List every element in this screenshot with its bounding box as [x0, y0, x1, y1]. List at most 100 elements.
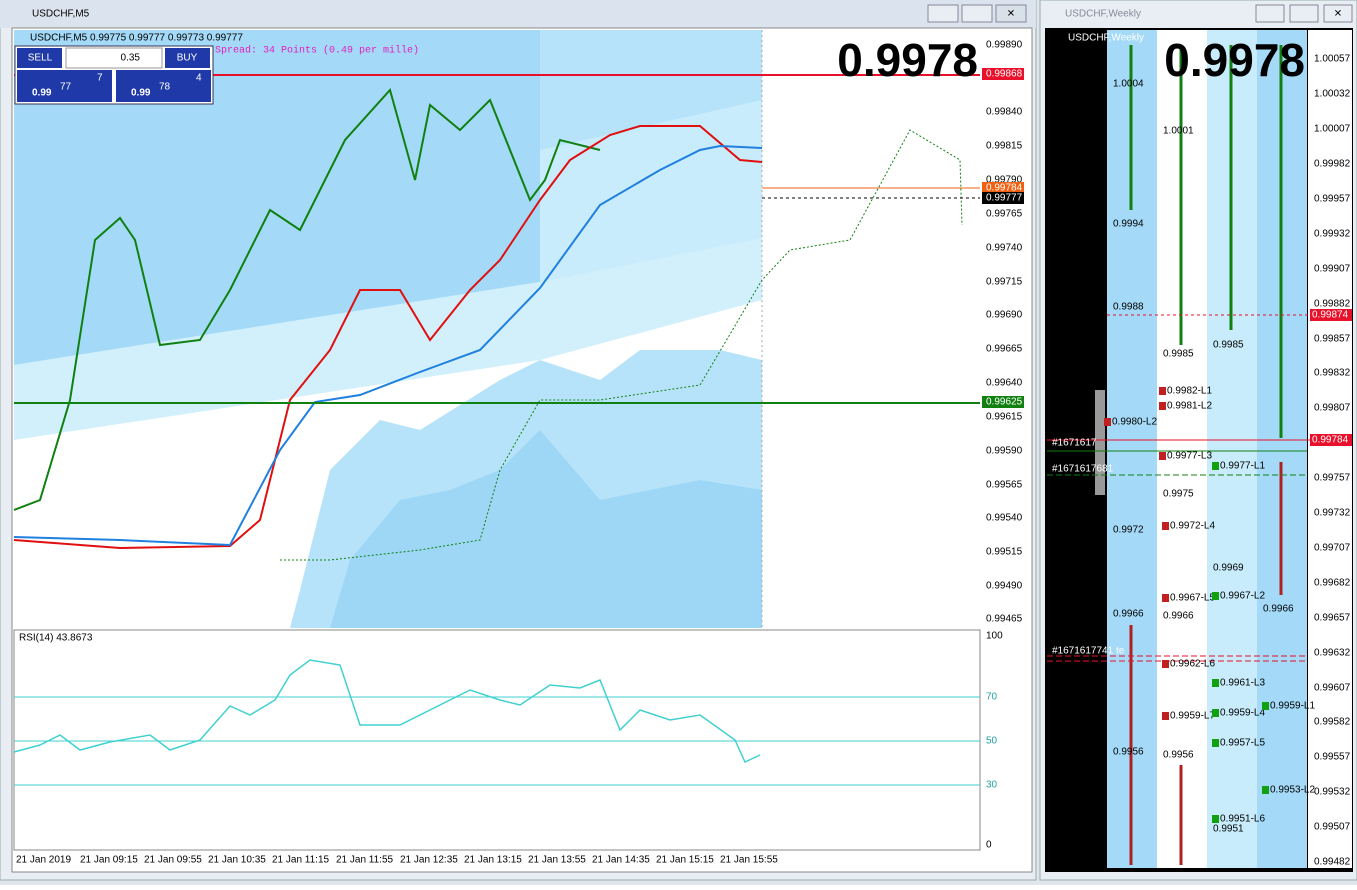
window-title: USDCHF,M5 — [32, 9, 90, 20]
price-marker — [982, 192, 1024, 204]
level-label: 1.0004 — [1113, 79, 1144, 90]
price-prefix: 0.99 — [32, 88, 52, 99]
spread: Spread: 34 Points (0.49 per mille) — [215, 45, 419, 57]
price-marker — [1310, 309, 1352, 321]
level-marker — [1159, 387, 1166, 395]
level-label: 1.0001 — [1163, 126, 1194, 137]
window-title: USDCHF,Weekly — [1065, 9, 1141, 20]
level-label: 0.9962-L6 — [1170, 659, 1215, 670]
time-axis-label: 21 Jan 11:55 — [336, 855, 394, 866]
price-axis-label: 0.99657 — [1314, 613, 1351, 624]
level-marker — [1162, 712, 1169, 720]
price-axis-label: 0.99740 — [986, 243, 1023, 254]
level-label: 0.9959-L7 — [1170, 711, 1215, 722]
price-axis-label: 0.99832 — [1314, 368, 1351, 379]
rsi-line — [13, 659, 761, 763]
rsi-axis-label: 100 — [986, 631, 1003, 642]
chart-bands — [14, 30, 763, 628]
level-label: 0.9951 — [1213, 824, 1244, 835]
level-label: 0.9969 — [1213, 563, 1244, 574]
time-axis-label: 21 Jan 15:55 — [720, 855, 778, 866]
price-axis-label: 0.99615 — [986, 412, 1023, 423]
price-axis-label: 0.99490 — [986, 581, 1023, 592]
level-label: 0.9982-L1 — [1167, 386, 1212, 397]
price-axis-label: 0.99982 — [1314, 159, 1351, 170]
level-label: 0.9967-L5 — [1170, 593, 1215, 604]
level-marker — [1162, 594, 1169, 602]
price-axis-label: 1.00007 — [1314, 124, 1351, 135]
big-price: 0.9978 — [1164, 34, 1305, 86]
rsi-levels — [14, 696, 980, 786]
level-label: 0.9967-L2 — [1220, 591, 1265, 602]
level-marker — [1162, 660, 1169, 668]
order-label: #1671617681 — [1052, 464, 1114, 475]
chart-header: USDCHF,Weekly — [1068, 33, 1144, 44]
price-axis-label: 0.99565 — [986, 480, 1023, 491]
level-label: 0.9953-L2 — [1270, 785, 1315, 796]
indicator-lines — [13, 74, 980, 561]
price-axis-label: 0.99540 — [986, 513, 1023, 524]
time-axis-label: 21 Jan 09:55 — [144, 855, 202, 866]
svg-text:✕: ✕ — [1007, 9, 1015, 20]
level-marker — [1159, 452, 1166, 460]
price-axis-label: 0.99507 — [1314, 822, 1351, 833]
level-label: 0.9988 — [1113, 302, 1144, 313]
price-marker — [982, 68, 1024, 80]
level-label: 0.9951-L6 — [1220, 814, 1265, 825]
price-marker-label: 0.99784 — [1312, 435, 1349, 446]
price-marker — [982, 396, 1024, 408]
price-axis-label: 0.99557 — [1314, 752, 1351, 763]
price-main: 77 — [60, 82, 72, 93]
price-axis-label: 1.00032 — [1314, 89, 1351, 100]
price-axis-label: 0.99515 — [986, 547, 1023, 558]
window-buttons[interactable]: ✕ — [1255, 4, 1353, 23]
price-axis-label: 0.99690 — [986, 310, 1023, 321]
level-label: 0.9956 — [1113, 747, 1144, 758]
time-axis-label: 21 Jan 11:15 — [272, 855, 330, 866]
price-axis-label: 0.99707 — [1314, 543, 1351, 554]
sell-button[interactable] — [17, 48, 62, 68]
level-label: 0.9957-L5 — [1220, 738, 1265, 749]
time-axis-label: 21 Jan 12:35 — [400, 855, 458, 866]
window-buttons[interactable]: ✕ — [927, 4, 1027, 23]
svg-text:✕: ✕ — [1334, 9, 1342, 20]
price-axis-label: 0.99465 — [986, 614, 1023, 625]
order-label: #1671617 — [1052, 438, 1097, 449]
level-marker — [1212, 815, 1219, 823]
time-axis-label: 21 Jan 14:35 — [592, 855, 650, 866]
price-axis-label: 0.99765 — [986, 209, 1023, 220]
lot-input[interactable] — [65, 47, 163, 69]
buy-label: BUY — [177, 53, 198, 64]
level-label: 0.9961-L3 — [1220, 678, 1265, 689]
level-label: 0.9985 — [1163, 349, 1194, 360]
level-label: 0.9959-L1 — [1270, 701, 1315, 712]
price-main: 78 — [159, 82, 171, 93]
price-axis-label: 0.99607 — [1314, 683, 1351, 694]
time-axis-label: 21 Jan 13:55 — [528, 855, 586, 866]
level-marker — [1262, 702, 1269, 710]
level-label: 0.9956 — [1163, 750, 1194, 761]
time-axis-label: 21 Jan 15:15 — [656, 855, 714, 866]
rsi-axis-label: 70 — [986, 692, 998, 703]
order-label: #1671617741 te — [1052, 646, 1125, 657]
level-marker — [1212, 679, 1219, 687]
level-label: 0.9966 — [1263, 604, 1294, 615]
price-axis-label: 0.99582 — [1314, 717, 1351, 728]
price-axis-label: 0.99757 — [1314, 473, 1351, 484]
price-button[interactable] — [116, 70, 211, 102]
price-marker-label: 0.99625 — [986, 397, 1023, 408]
buy-button[interactable] — [165, 48, 210, 68]
level-label: 0.9980-L2 — [1112, 417, 1157, 428]
price-marker-label: 0.99777 — [986, 193, 1023, 204]
price-button[interactable] — [17, 70, 112, 102]
price-marker — [1310, 434, 1352, 446]
price-small: 7 — [97, 73, 103, 84]
price-small: 4 — [196, 73, 202, 84]
time-axis-label: 21 Jan 10:35 — [208, 855, 266, 866]
price-axis-label: 0.99957 — [1314, 194, 1351, 205]
level-marker — [1162, 522, 1169, 530]
price-marker-label: 0.99868 — [986, 69, 1023, 80]
price-axis-label: 0.99532 — [1314, 787, 1351, 798]
price-axis-label: 0.99857 — [1314, 334, 1351, 345]
